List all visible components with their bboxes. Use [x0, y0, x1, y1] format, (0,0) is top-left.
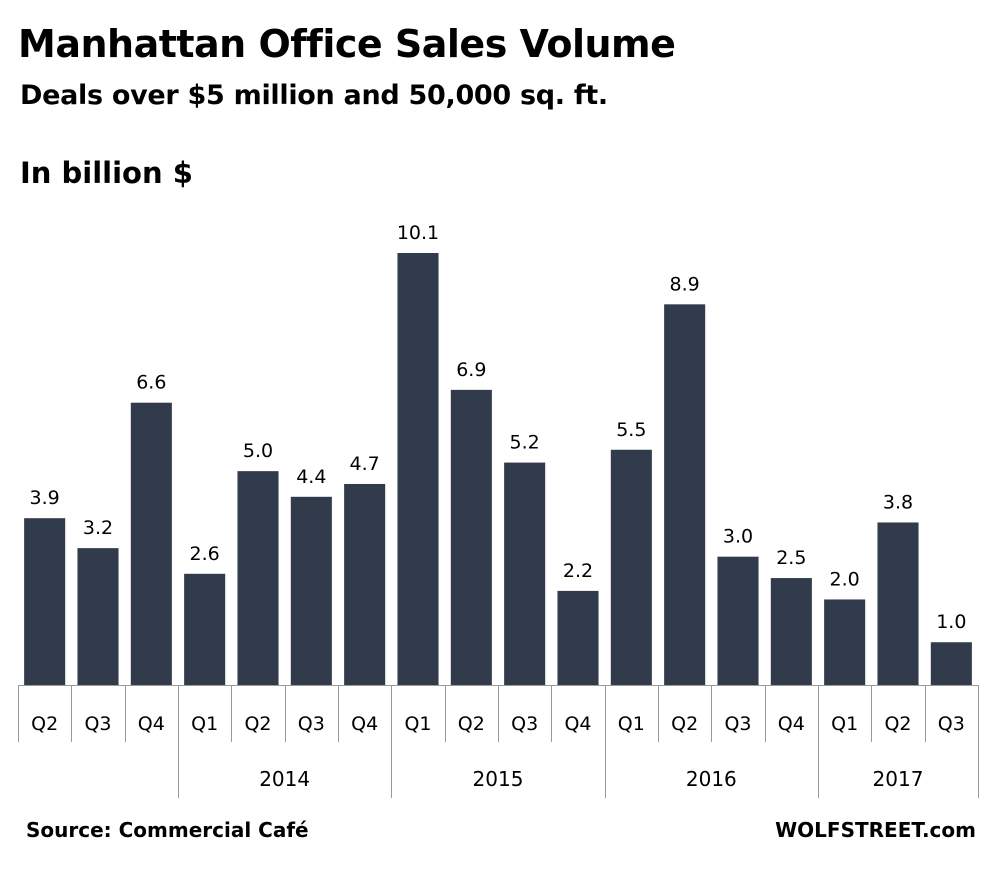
bar-value-label: 5.5: [616, 419, 646, 441]
year-label: 2014: [259, 767, 310, 791]
x-tick-label: Q1: [404, 713, 431, 735]
source-note: Source: Commercial Café: [26, 818, 309, 842]
bar: [610, 449, 652, 685]
x-tick-label: Q4: [138, 713, 165, 735]
bar-value-label: 6.6: [136, 372, 166, 394]
x-tick-label: Q2: [458, 713, 485, 735]
year-label: 2016: [686, 767, 737, 791]
bar-value-label: 5.2: [510, 432, 540, 454]
x-tick-label: Q3: [84, 713, 111, 735]
bar: [344, 483, 386, 685]
bar: [504, 462, 546, 685]
bar: [397, 253, 439, 685]
bar-value-label: 10.1: [397, 222, 439, 244]
y-axis-unit-label: In billion $: [20, 156, 193, 190]
bar-value-label: 3.2: [83, 517, 113, 539]
bar: [24, 518, 66, 685]
x-tick-label: Q1: [618, 713, 645, 735]
bar-value-label: 4.4: [296, 466, 326, 488]
bar: [290, 496, 332, 685]
x-tick-label: Q3: [938, 713, 965, 735]
bar: [717, 556, 759, 685]
bar: [237, 471, 279, 685]
bar-value-label: 3.0: [723, 526, 753, 548]
bar-value-label: 3.8: [883, 491, 913, 513]
x-tick-label: Q4: [564, 713, 591, 735]
bar: [77, 548, 119, 685]
x-tick-label: Q3: [298, 713, 325, 735]
x-tick-label: Q4: [351, 713, 378, 735]
x-tick-label: Q1: [831, 713, 858, 735]
brand-credit: WOLFSTREET.com: [775, 818, 976, 842]
chart-subtitle: Deals over $5 million and 50,000 sq. ft.: [20, 80, 608, 111]
bar-value-label: 2.5: [776, 547, 806, 569]
year-label: 2015: [473, 767, 524, 791]
bar-value-label: 8.9: [670, 273, 700, 295]
x-tick-label: Q3: [511, 713, 538, 735]
bar: [664, 304, 706, 685]
year-label: 2017: [873, 767, 924, 791]
x-tick-label: Q3: [724, 713, 751, 735]
bar: [770, 578, 812, 685]
bar: [450, 389, 492, 685]
x-tick-label: Q2: [244, 713, 271, 735]
bar: [930, 642, 972, 685]
bar-value-label: 2.0: [830, 568, 860, 590]
bar-value-label: 6.9: [456, 359, 486, 381]
x-tick-label: Q2: [31, 713, 58, 735]
x-tick-label: Q2: [671, 713, 698, 735]
bar: [824, 599, 866, 685]
x-tick-label: Q2: [884, 713, 911, 735]
x-tick-label: Q4: [778, 713, 805, 735]
x-tick-label: Q1: [191, 713, 218, 735]
bar: [184, 573, 226, 685]
chart-title: Manhattan Office Sales Volume: [18, 22, 676, 66]
bar-value-label: 1.0: [936, 611, 966, 633]
bar-value-label: 2.2: [563, 560, 593, 582]
bar-value-label: 2.6: [190, 543, 220, 565]
bar: [557, 590, 599, 685]
bar: [130, 402, 172, 685]
bar-value-label: 5.0: [243, 440, 273, 462]
bar-value-label: 3.9: [30, 487, 60, 509]
bar: [877, 522, 919, 685]
bar-value-label: 4.7: [350, 453, 380, 475]
